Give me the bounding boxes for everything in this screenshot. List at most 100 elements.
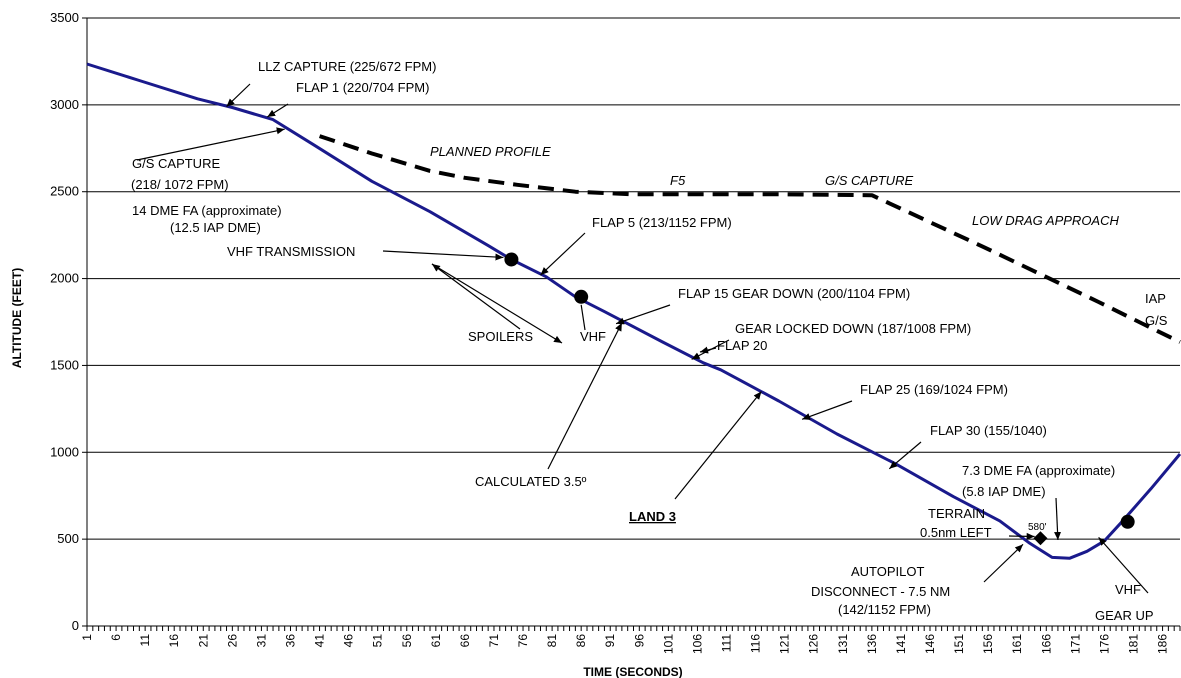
vhf-marker — [574, 289, 589, 304]
annotation-text: (5.8 IAP DME) — [962, 484, 1046, 499]
x-tick-label: 136 — [865, 634, 879, 654]
annotation-text: G/S CAPTURE — [825, 173, 913, 188]
annotation-text: 0.5nm LEFT — [920, 525, 992, 540]
annotation-arrow — [983, 543, 1024, 583]
x-tick-label: 6 — [109, 634, 123, 641]
annotation-arrow — [431, 263, 521, 330]
annotation-arrow — [674, 391, 762, 500]
x-tick-label: 16 — [167, 634, 181, 648]
annotation-text: FLAP 25 (169/1024 FPM) — [860, 382, 1008, 397]
annotation-text: 7.3 DME FA (approximate) — [962, 463, 1115, 478]
y-tick-label: 2500 — [50, 184, 79, 199]
annotation-text: FLAP 15 GEAR DOWN (200/1104 FPM) — [678, 286, 910, 301]
annotation-text: DISCONNECT - 7.5 NM — [811, 584, 950, 599]
annotation-text: AUTOPILOT — [851, 564, 925, 579]
annotation-arrow — [888, 441, 922, 470]
annotation-text: (12.5 IAP DME) — [170, 220, 261, 235]
y-tick-label: 0 — [72, 618, 79, 633]
y-tick-label: 1000 — [50, 444, 79, 459]
annotation-text: G/S — [1145, 313, 1168, 328]
annotation-arrow — [580, 304, 586, 331]
x-tick-label: 161 — [1010, 634, 1024, 654]
annotation-text: VHF — [580, 329, 606, 344]
x-tick-label: 106 — [690, 634, 704, 654]
x-tick-label: 146 — [923, 634, 937, 654]
annotation-arrow — [431, 263, 563, 344]
annotation-arrow — [547, 322, 623, 470]
x-tick-label: 166 — [1039, 634, 1053, 654]
annotation-text: LOW DRAG APPROACH — [972, 213, 1119, 228]
annotation-arrow — [1054, 497, 1062, 541]
x-tick-label: 156 — [981, 634, 995, 654]
y-tick-label: 3000 — [50, 97, 79, 112]
annotation-text: SPOILERS — [468, 329, 533, 344]
annotation-text: LAND 3 — [629, 509, 676, 524]
x-tick-label: 126 — [807, 634, 821, 654]
x-tick-label: 186 — [1156, 634, 1170, 654]
planned-profile-line — [318, 134, 1181, 344]
annotation-arrow — [801, 400, 853, 420]
annotations: LLZ CAPTURE (225/672 FPM) FLAP 1 (220/704… — [131, 59, 1168, 623]
x-tick-label: 181 — [1126, 634, 1140, 654]
annotation-text: 14 DME FA (approximate) — [132, 203, 282, 218]
annotation-text: FLAP 20 — [717, 338, 767, 353]
annotation-text: VHF — [1115, 582, 1141, 597]
annotation-arrow — [1098, 537, 1149, 594]
x-tick-label: 76 — [516, 634, 530, 648]
x-tick-label: 86 — [574, 634, 588, 648]
annotation-text: G/S CAPTURE — [132, 156, 220, 171]
series-lines — [86, 62, 1181, 560]
x-tick-label: 96 — [632, 634, 646, 648]
x-tick-label: 46 — [342, 634, 356, 648]
annotation-arrow — [615, 304, 671, 325]
annotation-arrow — [136, 127, 285, 161]
x-tick-label: 11 — [138, 634, 152, 647]
x-tick-label: 71 — [487, 634, 501, 648]
y-tick-label: 3500 — [50, 10, 79, 25]
x-tick-label: 91 — [603, 634, 617, 648]
annotation-text: GEAR UP — [1095, 608, 1154, 623]
x-tick-label: 56 — [400, 634, 414, 648]
y-axis-label: ALTITUDE (FEET) — [10, 268, 24, 368]
terrain-marker — [1033, 531, 1048, 546]
x-tick-label: 61 — [429, 634, 443, 648]
annotation-text: (142/1152 FPM) — [838, 602, 931, 617]
x-tick-label: 81 — [545, 634, 559, 648]
y-tick-label: 1500 — [50, 357, 79, 372]
annotation-text: (218/ 1072 FPM) — [131, 177, 229, 192]
x-axis-label: TIME (SECONDS) — [583, 665, 682, 678]
x-tick-label: 171 — [1068, 634, 1082, 654]
x-tick-label: 31 — [254, 634, 268, 648]
x-tick-label: 36 — [283, 634, 297, 648]
annotation-arrow — [1008, 532, 1035, 540]
x-tick-label: 131 — [836, 634, 850, 654]
x-tick-label: 66 — [458, 634, 472, 648]
annotation-text: FLAP 1 (220/704 FPM) — [296, 80, 429, 95]
point-markers — [504, 252, 1135, 546]
x-tick-label: 141 — [894, 634, 908, 654]
annotation-text: 580' — [1028, 522, 1047, 533]
annotation-text: GEAR LOCKED DOWN (187/1008 FPM) — [735, 321, 971, 336]
vhf-marker — [504, 252, 519, 267]
y-tick-label: 2000 — [50, 271, 79, 286]
annotation-arrow — [540, 232, 586, 276]
x-tick-label: 176 — [1097, 634, 1111, 654]
annotation-text: FLAP 30 (155/1040) — [930, 423, 1047, 438]
x-tick-label: 1 — [80, 634, 94, 641]
x-tick-label: 26 — [225, 634, 239, 648]
annotation-text: FLAP 5 (213/1152 FPM) — [592, 215, 732, 230]
x-tick-label: 151 — [952, 634, 966, 654]
annotation-text: IAP — [1145, 291, 1166, 306]
x-tick-label: 116 — [749, 634, 763, 653]
annotation-arrow — [382, 250, 504, 261]
y-tick-label: 500 — [57, 531, 79, 546]
annotation-arrow — [266, 103, 289, 118]
annotation-arrow — [226, 83, 251, 108]
x-tick-label: 51 — [371, 634, 385, 648]
actual-altitude-line — [86, 62, 1181, 560]
annotation-text: PLANNED PROFILE — [430, 144, 551, 159]
vhf-marker — [1120, 514, 1135, 529]
